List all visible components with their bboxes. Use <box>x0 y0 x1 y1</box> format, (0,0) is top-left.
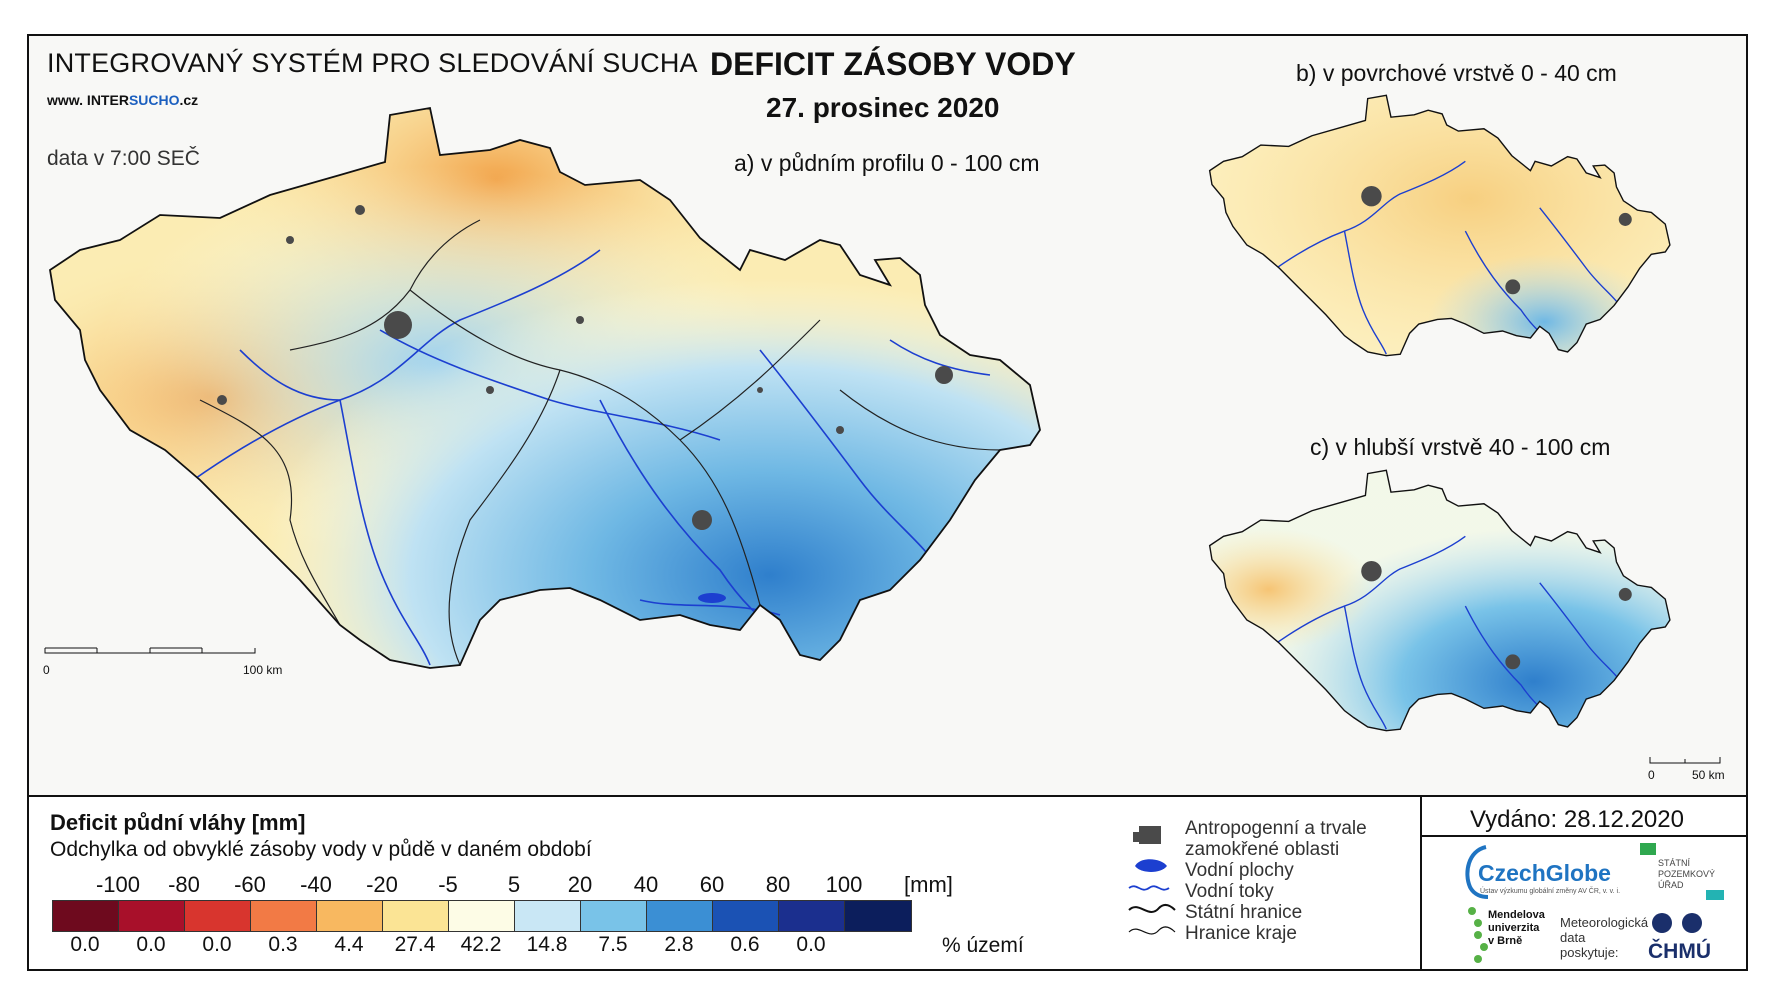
legend-tick-label: -80 <box>168 872 200 897</box>
legend-tick-label: 80 <box>765 872 791 897</box>
legend-percentage: 0.0 <box>796 933 826 956</box>
legend-percentage: 2.8 <box>664 933 694 956</box>
legend-bin <box>515 901 581 931</box>
legend-percentage: 0.0 <box>136 933 166 956</box>
legend-color-bar <box>52 900 912 932</box>
region-border-icon <box>1128 926 1176 935</box>
spu-teal-icon <box>1706 890 1724 900</box>
scale-small-start: 0 <box>1648 768 1655 782</box>
water-body-icon <box>1135 859 1167 872</box>
map-b-label: b) v povrchové vrstvě 0 - 40 cm <box>1296 60 1617 86</box>
legend-tick-label: -40 <box>300 872 332 897</box>
chmu-logo: ČHMÚ <box>1648 940 1711 963</box>
legend-tick-label: -100 <box>95 872 141 897</box>
data-time-label: data v 7:00 SEČ <box>47 147 200 170</box>
spu-logo: STÁTNÍ POZEMKOVÝ ÚŘAD <box>1658 858 1716 890</box>
issued-box <box>1420 795 1748 971</box>
legend-bin <box>185 901 251 931</box>
chmu-logo-icon <box>1652 913 1702 933</box>
spu-logo-icon <box>1640 843 1656 855</box>
legend-bin <box>449 901 515 931</box>
legend-tick-label: 100 <box>825 872 863 897</box>
legend-bin <box>53 901 119 931</box>
river-icon <box>1128 885 1170 891</box>
symbol-anthropogenic-1: Antropogenní a trvale <box>1185 818 1367 839</box>
symbol-region-border: Hranice kraje <box>1185 923 1297 944</box>
website-prefix: www. INTER <box>47 92 129 108</box>
website-suffix: .cz <box>179 92 199 108</box>
legend-unit: [mm] <box>904 872 953 897</box>
czechglobe-logo-icon <box>1465 845 1489 899</box>
meteo-data-provider: Meteorologická data poskytuje: <box>1560 915 1649 960</box>
legend-tick-label: 5 <box>507 872 521 897</box>
symbol-water-bodies: Vodní plochy <box>1185 860 1294 881</box>
czechglobe-logo: CzechGlobe <box>1478 860 1611 886</box>
system-title: INTEGROVANÝ SYSTÉM PRO SLEDOVÁNÍ SUCHA <box>47 48 698 78</box>
scale-small-end: 50 km <box>1692 768 1725 782</box>
legend-tick-label: -20 <box>366 872 398 897</box>
symbol-state-border: Státní hranice <box>1185 902 1303 923</box>
legend-tick-label: 60 <box>699 872 725 897</box>
legend-percentage: 0.0 <box>202 933 232 956</box>
legend-bin <box>647 901 713 931</box>
legend-bin <box>317 901 383 931</box>
czechglobe-logo-sub: Ústav výzkumu globální změny AV ČR, v. v… <box>1480 888 1621 895</box>
scale-bar-main <box>44 647 256 654</box>
legend-bin <box>779 901 845 931</box>
legend-percent-unit: % území <box>942 934 1024 957</box>
website-link[interactable]: www. INTERSUCHO.cz <box>47 92 198 108</box>
legend-bin <box>845 901 911 931</box>
anthropogenic-icon <box>1133 826 1161 844</box>
scale-main-end: 100 km <box>243 663 283 677</box>
legend-bin <box>581 901 647 931</box>
legend-title: Deficit půdní vláhy [mm] <box>50 810 306 835</box>
legend-tick-label: -60 <box>234 872 266 897</box>
legend-percentage: 42.2 <box>460 933 502 956</box>
map-a <box>44 107 1041 669</box>
legend-bin <box>383 901 449 931</box>
map-a-label: a) v půdním profilu 0 - 100 cm <box>734 150 1040 176</box>
website-mid: SUCHO <box>128 92 180 108</box>
legend-percentage: 0.3 <box>268 933 298 956</box>
symbols-icons <box>1128 826 1176 935</box>
legend-subtitle: Odchylka od obvyklé zásoby vody v půdě v… <box>50 838 592 861</box>
mendel-logo: Mendelova univerzita v Brně <box>1488 909 1545 947</box>
legend-tick-label: 20 <box>567 872 593 897</box>
legend-percentage: 7.5 <box>598 933 628 956</box>
map-date: 27. prosinec 2020 <box>766 92 1000 123</box>
map-c-label: c) v hlubší vrstvě 40 - 100 cm <box>1310 434 1611 460</box>
legend-percentage: 27.4 <box>394 933 436 956</box>
scale-bar-small <box>1649 757 1721 764</box>
mendel-logo-icon <box>1468 907 1488 963</box>
scale-main-start: 0 <box>43 663 50 677</box>
legend-bin <box>119 901 185 931</box>
legend-percentage: 4.4 <box>334 933 364 956</box>
issued-divider <box>1420 835 1748 837</box>
state-border-icon <box>1128 903 1176 913</box>
legend-bin <box>251 901 317 931</box>
legend-bin <box>713 901 779 931</box>
legend-percentage: 14.8 <box>526 933 568 956</box>
legend-tick-label: -5 <box>438 872 458 897</box>
map-c <box>1208 469 1671 732</box>
legend-panel <box>27 795 1748 971</box>
symbol-anthropogenic-2: zamokřené oblasti <box>1185 839 1340 860</box>
legend-percentage: 0.6 <box>730 933 760 956</box>
symbol-rivers: Vodní toky <box>1185 881 1274 902</box>
map-b <box>1208 94 1671 357</box>
issued-date: Vydáno: 28.12.2020 <box>1470 806 1684 833</box>
legend-percentage: 0.0 <box>70 933 100 956</box>
main-title: DEFICIT ZÁSOBY VODY <box>710 46 1076 82</box>
legend-tick-label: 40 <box>633 872 659 897</box>
